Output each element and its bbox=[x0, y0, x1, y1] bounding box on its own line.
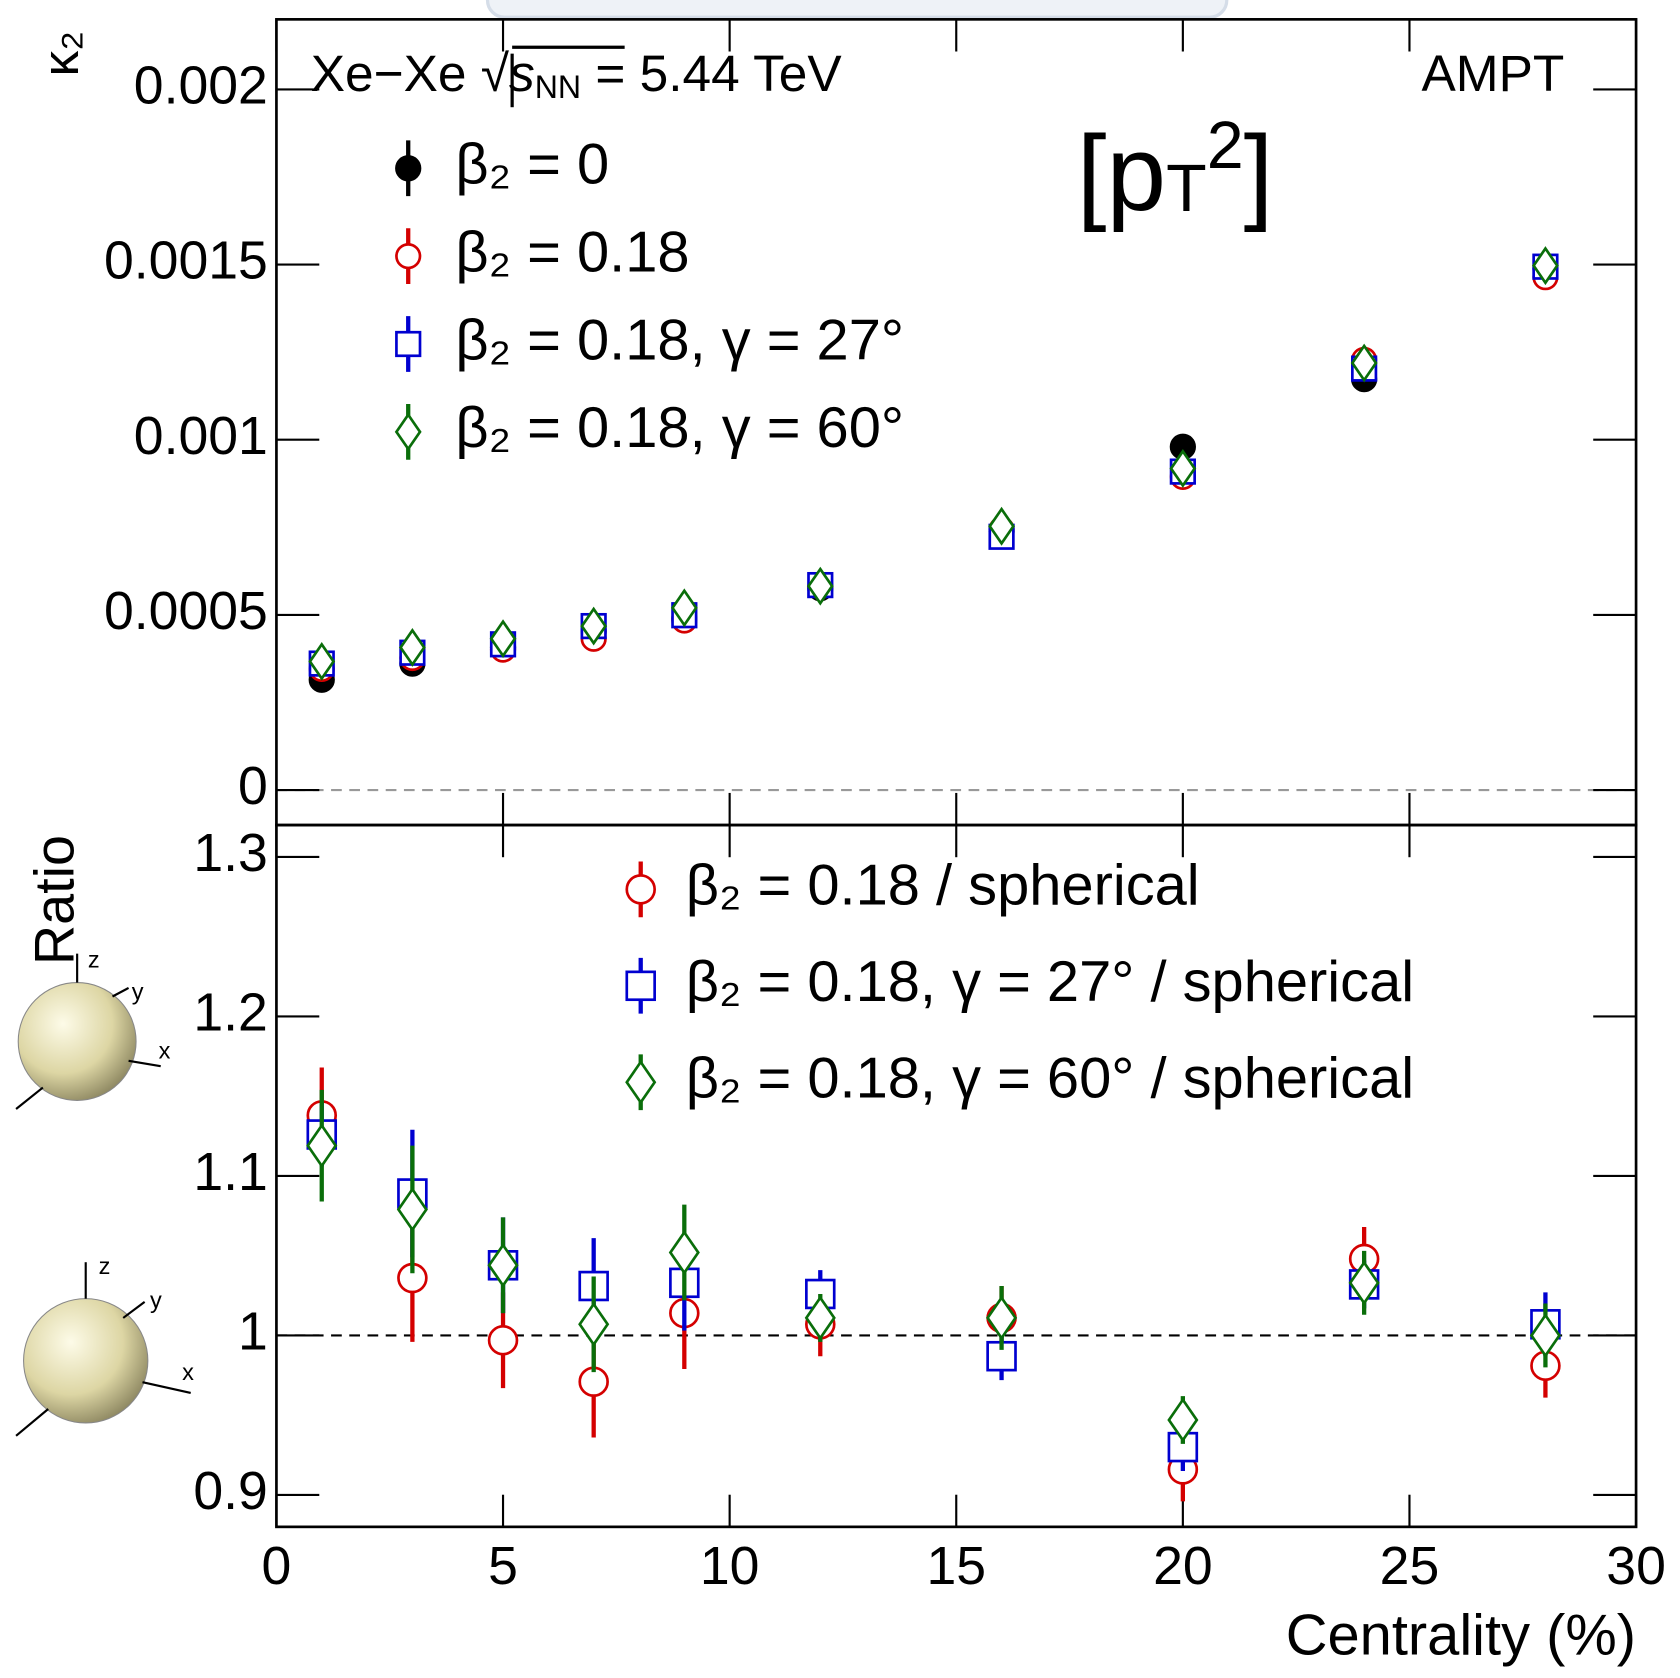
sphere-inset: z y x bbox=[15, 1253, 194, 1437]
axis-name: z bbox=[88, 946, 100, 972]
legend-entry: β₂ = 0.18, γ = 60° / spherical bbox=[625, 1046, 1414, 1110]
overlay-tab bbox=[485, 0, 1229, 19]
y-tick-label: 0 bbox=[238, 757, 268, 816]
marker bbox=[487, 1324, 519, 1356]
axis-name: y bbox=[132, 979, 144, 1005]
legend-marker bbox=[395, 330, 422, 358]
legend-entry: β₂ = 0.18, γ = 60° bbox=[394, 396, 904, 460]
x-tick-label: 25 bbox=[1380, 1537, 1440, 1596]
marker bbox=[670, 588, 698, 628]
legend-marker bbox=[395, 243, 422, 270]
marker bbox=[988, 506, 1015, 546]
legend-label: β₂ = 0.18 bbox=[455, 220, 689, 284]
tag-part: ] bbox=[1244, 114, 1274, 234]
axis-arrow bbox=[142, 1381, 191, 1394]
legend-label: β₂ = 0.18 / spherical bbox=[686, 854, 1200, 918]
sphere-inset: z y x bbox=[15, 946, 171, 1110]
y-tick-label: 0.9 bbox=[193, 1462, 267, 1521]
x-tick-label: 20 bbox=[1153, 1537, 1213, 1596]
axis-name: z bbox=[99, 1253, 111, 1279]
marker bbox=[1532, 246, 1559, 286]
marker bbox=[1167, 1397, 1199, 1443]
axis-name: y bbox=[150, 1287, 162, 1313]
legend-marker bbox=[625, 1059, 657, 1105]
tag-label: [pT2] bbox=[1077, 109, 1274, 234]
x-tick-label: 0 bbox=[262, 1537, 292, 1596]
y-tick-label: 0.002 bbox=[134, 57, 268, 116]
marker bbox=[1167, 1431, 1199, 1463]
marker bbox=[578, 1301, 610, 1347]
marker bbox=[806, 566, 834, 606]
marker bbox=[487, 1242, 519, 1288]
y-tick-label: 1 bbox=[238, 1303, 268, 1362]
x-tick-label: 15 bbox=[926, 1537, 986, 1596]
legend-label: β₂ = 0.18, γ = 27° bbox=[455, 308, 904, 372]
y-tick-label: 1.2 bbox=[193, 984, 267, 1043]
legend-marker bbox=[394, 412, 422, 452]
marker bbox=[306, 1123, 338, 1169]
marker bbox=[668, 1229, 700, 1276]
y-axis-label: Ratio bbox=[24, 835, 86, 965]
axis-line bbox=[15, 1086, 44, 1110]
legend-entry: β₂ = 0.18 bbox=[395, 220, 690, 284]
legend-entry: β₂ = 0.18 / spherical bbox=[625, 854, 1200, 918]
marker bbox=[1169, 449, 1197, 488]
sphere bbox=[23, 1298, 149, 1424]
axis-arrow bbox=[111, 986, 130, 998]
tag-part: [p bbox=[1077, 114, 1166, 234]
legend-marker bbox=[395, 155, 422, 182]
x-tick-label: 5 bbox=[488, 1537, 518, 1596]
y-axis-label: κ₂ bbox=[31, 31, 89, 77]
marker bbox=[580, 606, 608, 646]
marker bbox=[396, 1186, 428, 1233]
annotation: Xe−Xe √sNN = 5.44 TeV bbox=[311, 44, 843, 106]
y-tick-label: 0.0015 bbox=[104, 232, 268, 291]
axis-arrow bbox=[128, 1059, 161, 1068]
tag-part: T bbox=[1166, 151, 1207, 225]
legend-marker bbox=[625, 874, 656, 905]
marker bbox=[308, 642, 336, 681]
axis-name: x bbox=[182, 1359, 194, 1385]
legend-label: β₂ = 0.18, γ = 27° / spherical bbox=[686, 950, 1414, 1014]
legend-label: β₂ = 0.18, γ = 60° / spherical bbox=[686, 1046, 1414, 1110]
marker bbox=[398, 628, 426, 667]
legend-marker bbox=[625, 970, 656, 1002]
axis-name: x bbox=[159, 1037, 171, 1063]
annotation-part: = 5.44 TeV bbox=[581, 44, 842, 102]
marker bbox=[1348, 1260, 1380, 1306]
marker bbox=[489, 619, 517, 659]
y-tick-label: 1.1 bbox=[193, 1143, 267, 1202]
legend-entry: β₂ = 0 bbox=[395, 133, 609, 197]
tag-part: 2 bbox=[1207, 109, 1244, 183]
annotation-part: NN bbox=[535, 70, 581, 106]
legend-label: β₂ = 0.18, γ = 60° bbox=[455, 396, 904, 460]
marker bbox=[986, 1295, 1018, 1341]
legend-entry: β₂ = 0.18, γ = 27° / spherical bbox=[625, 950, 1414, 1014]
marker bbox=[1350, 343, 1378, 383]
y-tick-label: 1.3 bbox=[193, 824, 267, 883]
legend-entry: β₂ = 0.18, γ = 27° bbox=[395, 308, 904, 372]
x-tick-label: 30 bbox=[1606, 1537, 1666, 1596]
legend-label: β₂ = 0 bbox=[455, 133, 609, 197]
model-label: AMPT bbox=[1421, 44, 1564, 102]
marker bbox=[804, 1295, 836, 1341]
x-tick-label: 10 bbox=[700, 1537, 760, 1596]
axis-arrow bbox=[122, 1301, 146, 1319]
sphere bbox=[17, 982, 137, 1101]
plot-frame bbox=[275, 823, 1638, 1529]
y-tick-label: 0.0005 bbox=[104, 582, 268, 641]
y-tick-label: 0.001 bbox=[134, 407, 268, 466]
x-axis-label: Centrality (%) bbox=[1286, 1604, 1636, 1668]
annotation-part: Xe−Xe √ bbox=[311, 44, 510, 102]
axis-line bbox=[15, 1408, 49, 1437]
marker bbox=[1529, 1312, 1561, 1359]
